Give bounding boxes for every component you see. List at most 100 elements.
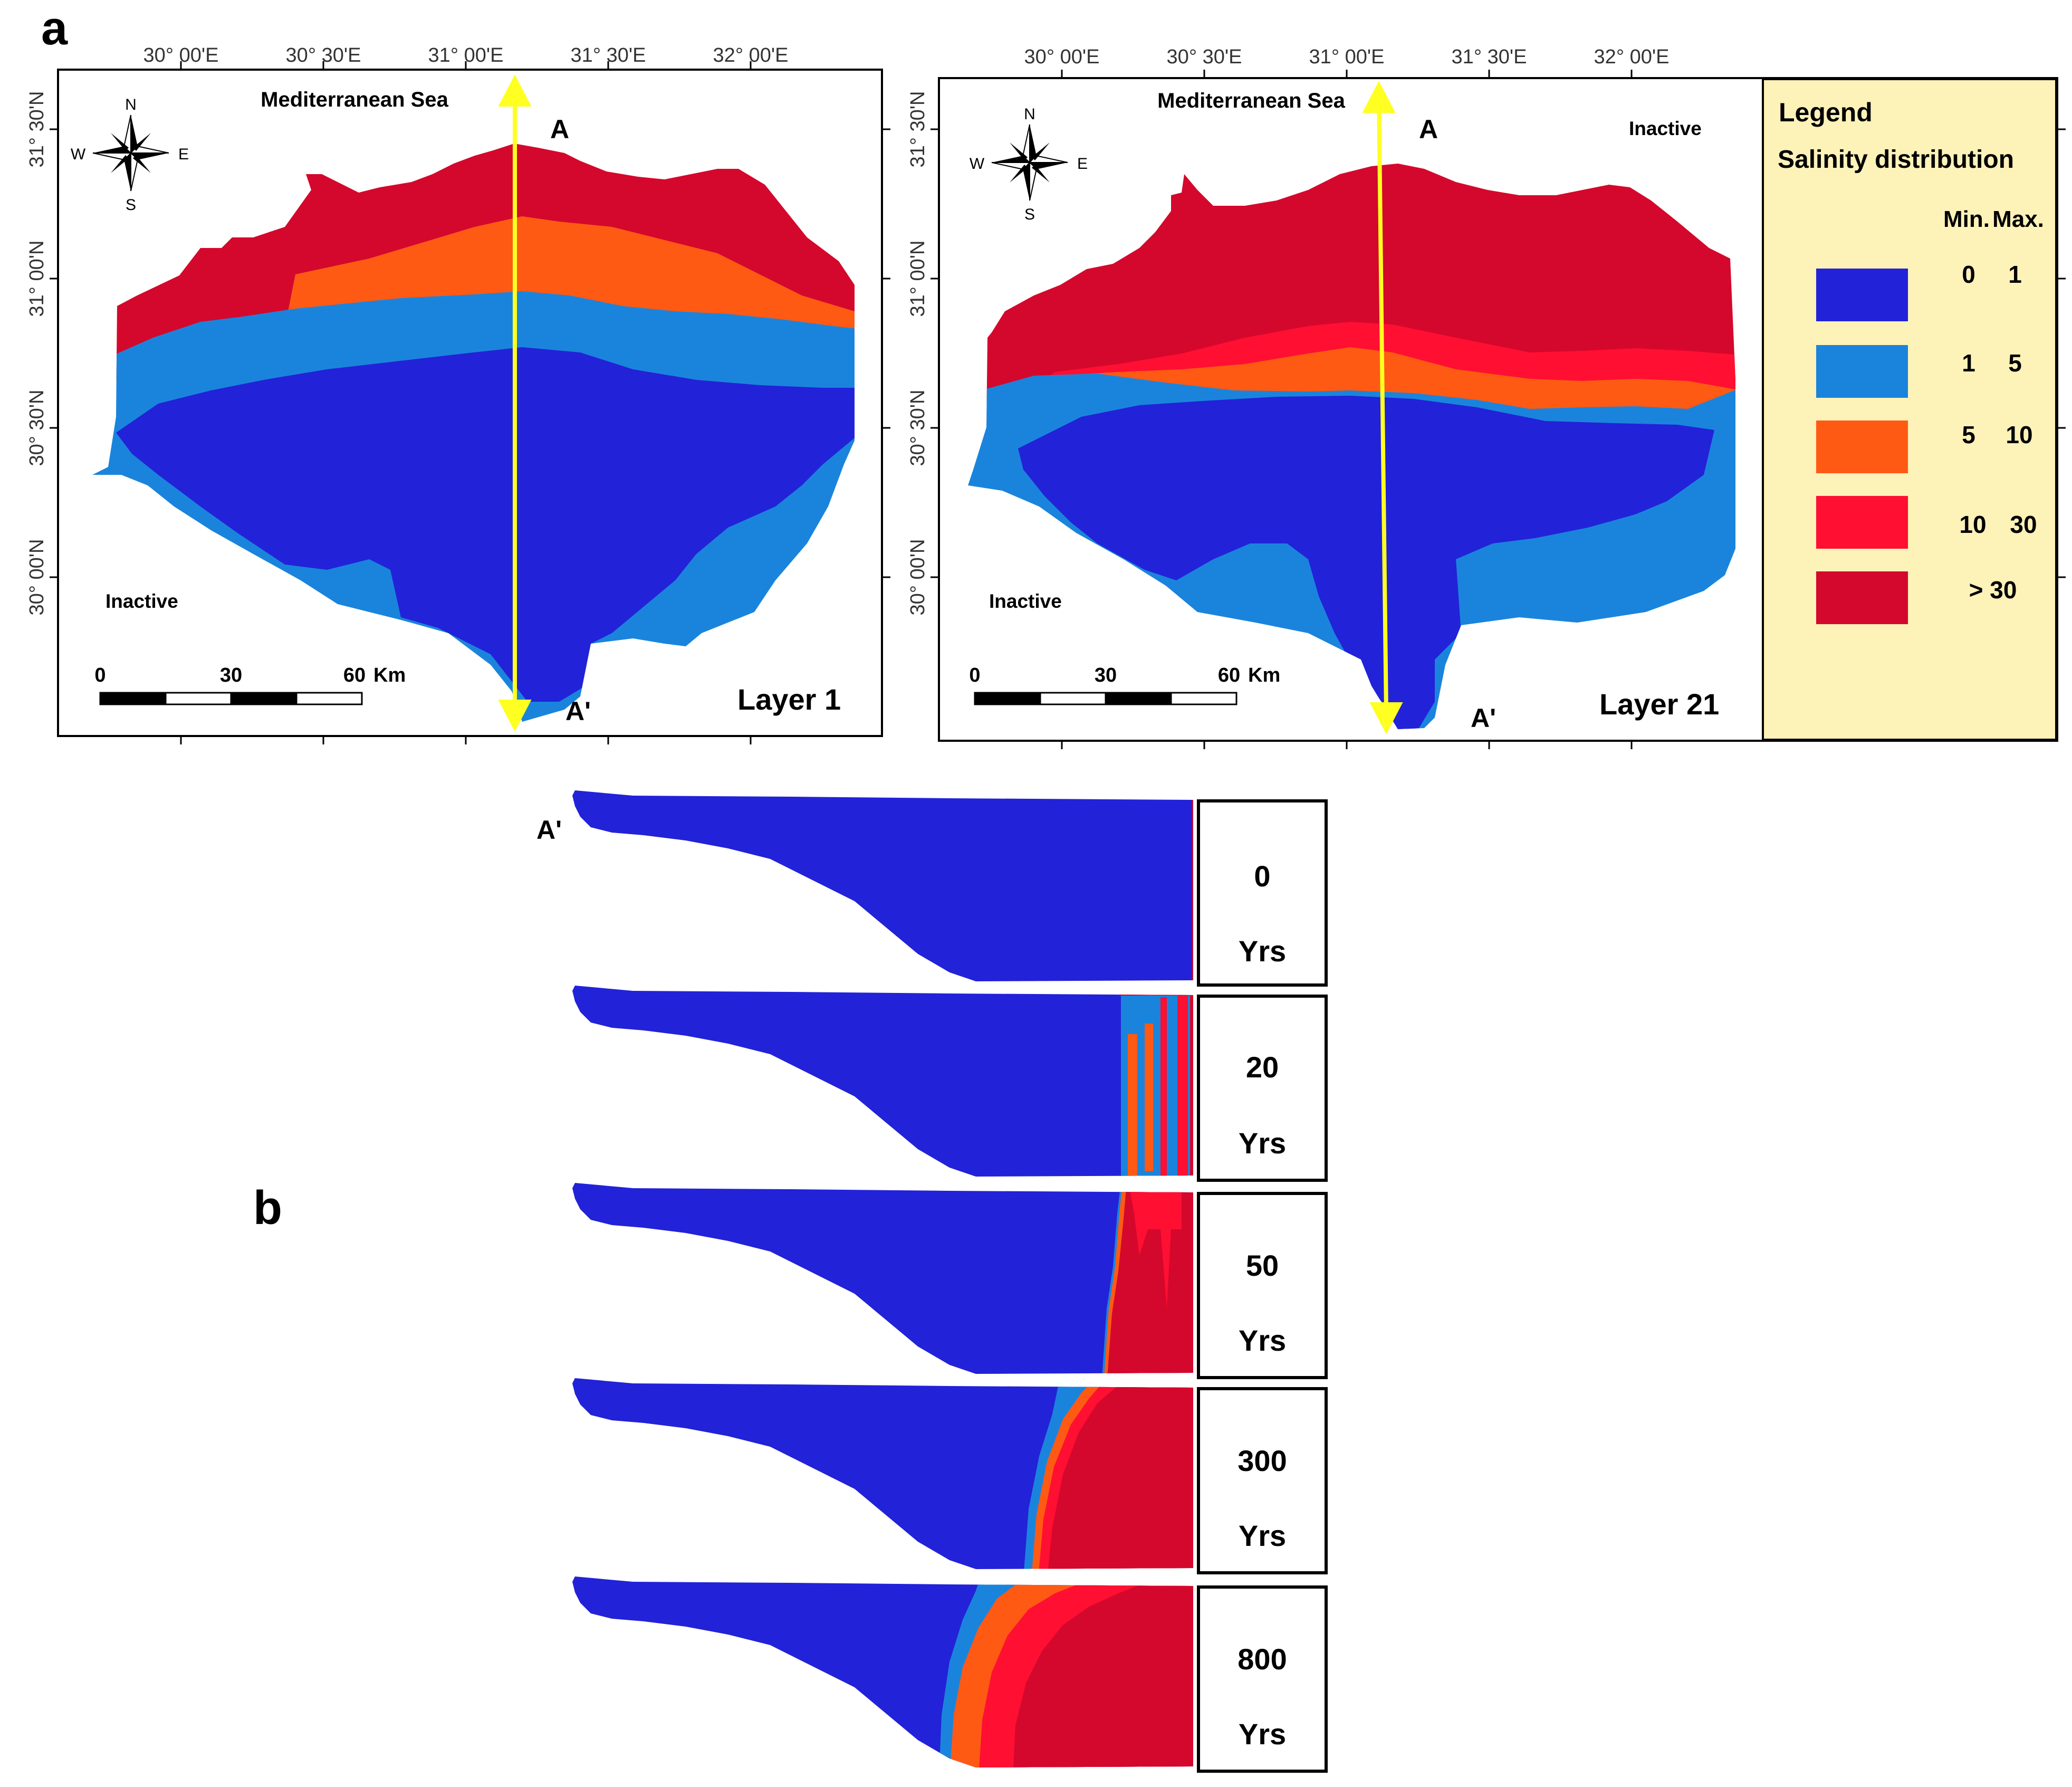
xs-zone-0-1 (572, 986, 1193, 1177)
time-unit: Yrs (1239, 1324, 1286, 1357)
legend-max-value: 5 (2008, 349, 2022, 377)
legend-swatch-5-10 (1816, 421, 1908, 473)
legend-swatch-1-5 (1816, 345, 1908, 398)
legend-swatch-gt30 (1816, 571, 1908, 624)
time-value: 0 (1254, 859, 1270, 893)
map-1-section-start-label: A (550, 114, 569, 144)
time-value: 20 (1246, 1050, 1279, 1084)
map-2-lon-tick: 31° 00'E (1309, 46, 1385, 68)
map-1-lon-tick: 31° 30'E (571, 44, 646, 66)
panel-label-a: a (41, 2, 68, 55)
map-1-scale-bar (99, 692, 363, 705)
map-1-compass-s: S (126, 196, 136, 214)
legend-panel (1762, 78, 2057, 741)
legend-min-value: 0 (1962, 261, 1975, 288)
time-box (1197, 1192, 1328, 1379)
legend-min-value: > 30 (1969, 576, 2017, 604)
legend-min-value: 5 (1962, 421, 1975, 448)
map-1-compass-w: W (71, 146, 86, 163)
xs-zone-10-30 (1160, 997, 1167, 1177)
map-1-lat-tick: 30° 00'N (26, 539, 48, 616)
legend-max-value: 10 (2006, 421, 2032, 448)
map-1-inactive-label: Inactive (105, 590, 178, 612)
map-1-sea-label: Mediterranean Sea (261, 88, 448, 111)
time-unit: Yrs (1239, 1519, 1286, 1552)
map-2-scale-tick: 0 (969, 664, 980, 686)
cross-section-300: 300 Yrs (572, 1378, 1328, 1574)
legend-swatch-0-1 (1816, 269, 1908, 321)
map-1-lon-tick: 30° 30'E (286, 44, 361, 66)
time-box (1197, 995, 1328, 1182)
map-2-lat-tick: 30° 30'N (907, 390, 929, 466)
map-2-lon-tick: 30° 30'E (1167, 46, 1242, 68)
xs-zone-gt30 (1192, 790, 1193, 981)
map-1-lon-tick: 31° 00'E (428, 44, 504, 66)
legend-min-value: 1 (1962, 349, 1975, 377)
map-2-lat-tick: 31° 00'N (907, 241, 929, 317)
legend-swatch-10-30 (1816, 496, 1908, 549)
xs-zone-gt30 (1107, 1183, 1193, 1374)
map-layer-21: 30° 00'E 30° 30'E 31° 00'E 31° 30'E 32° … (907, 46, 2066, 749)
zone-0-1 (1018, 396, 1714, 729)
map-1-lat-tick: 30° 30'N (26, 390, 48, 466)
time-box (1197, 1585, 1328, 1773)
cross-section-20: 20 Yrs (572, 986, 1328, 1182)
map-2-scale-tick: 60 (1218, 664, 1240, 686)
time-unit: Yrs (1239, 1126, 1286, 1160)
map-layer-1: 30° 00'E 30° 30'E 31° 00'E 31° 30'E 32° … (26, 44, 890, 744)
cross-section-50: 50 Yrs (572, 1183, 1328, 1379)
time-value: 50 (1246, 1249, 1279, 1282)
panel-label-b: b (253, 1182, 282, 1235)
map-2-lat-ticks: 31° 30'N 31° 00'N 30° 30'N 30° 00'N (907, 91, 929, 616)
map-2-lon-tick: 32° 00'E (1594, 46, 1670, 68)
legend: Legend Salinity distribution Min. Max. 0… (1778, 98, 2044, 624)
xs-zone-0-1 (572, 790, 1193, 981)
map-1-lon-tick: 32° 00'E (713, 44, 789, 66)
legend-min-value: 10 (1959, 511, 1986, 538)
map-2-tick-marks (931, 70, 2066, 749)
map-2-lon-ticks: 30° 00'E 30° 30'E 31° 00'E 31° 30'E 32° … (1024, 46, 1670, 68)
xs-zone-gt30 (1013, 1578, 1193, 1767)
map-1-tick-marks (50, 61, 890, 744)
xs-zone-gt30 (1047, 1378, 1193, 1569)
map-1-salinity-zones (92, 144, 855, 722)
legend-min-header: Min. (1943, 206, 1990, 232)
section-left-label: A' (536, 815, 562, 845)
map-2-sea-label: Mediterranean Sea (1157, 89, 1345, 112)
map-2-compass-e: E (1077, 155, 1088, 173)
legend-max-header: Max. (1992, 206, 2044, 232)
map-2-compass-w: W (970, 155, 985, 173)
cross-section-800: 800 Yrs (572, 1576, 1328, 1773)
map-1-scale-tick: 0 (94, 664, 105, 686)
time-unit: Yrs (1239, 934, 1286, 968)
legend-subtitle: Salinity distribution (1778, 146, 2014, 174)
map-1-compass-n: N (125, 96, 137, 113)
map-1-compass-e: E (178, 146, 189, 163)
map-2-lat-tick: 31° 30'N (907, 91, 929, 168)
map-2-lat-tick: 30° 00'N (907, 539, 929, 616)
time-value: 300 (1238, 1444, 1287, 1477)
map-1-compass-icon (92, 114, 169, 192)
map-2-section-start-label: A (1419, 114, 1438, 144)
map-1-section-end-label: A' (565, 696, 591, 726)
map-1-lon-tick: 30° 00'E (143, 44, 219, 66)
map-1-lat-ticks: 31° 30'N 31° 00'N 30° 30'N 30° 00'N (26, 91, 48, 616)
zone-0-1 (116, 347, 855, 702)
map-2-compass-s: S (1024, 206, 1035, 223)
map-2-inactive-label: Inactive (1629, 118, 1702, 139)
map-2-section-line (1362, 81, 1403, 734)
map-1-section-line (498, 74, 532, 732)
legend-max-value: 30 (2010, 511, 2037, 538)
map-1-lat-tick: 31° 30'N (26, 91, 48, 168)
map-2-scale-unit: Km (1248, 664, 1280, 686)
map-1-layer-label: Layer 1 (737, 683, 841, 716)
time-unit: Yrs (1239, 1717, 1286, 1751)
cross-section-0: 0 Yrs (572, 790, 1328, 987)
map-2-compass-n: N (1024, 106, 1035, 123)
legend-max-value: 1 (2008, 261, 2022, 288)
xs-zone-0-1 (572, 1183, 1193, 1374)
map-1-lat-tick: 31° 00'N (26, 241, 48, 317)
map-2-scale-tick: 30 (1095, 664, 1117, 686)
xs-zone-5-10 (1128, 1034, 1137, 1177)
map-1-scale-unit: Km (373, 664, 406, 686)
